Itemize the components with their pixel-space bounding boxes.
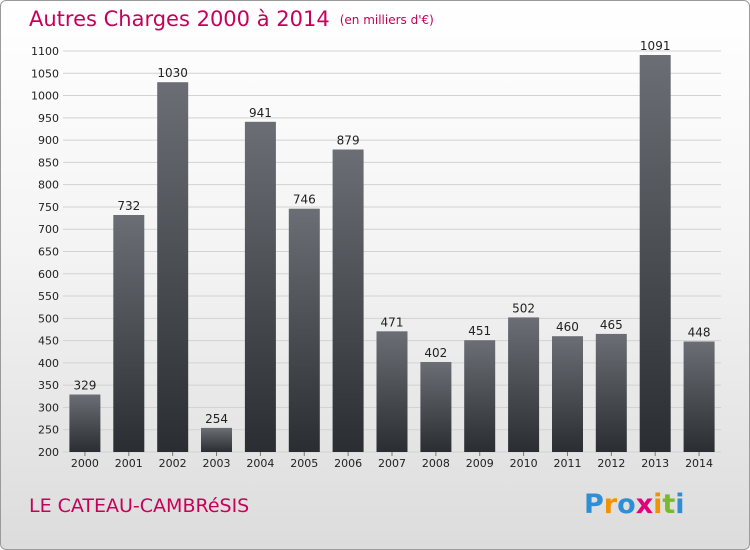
y-tick-label: 250	[38, 424, 59, 437]
x-tick-label: 2008	[422, 457, 450, 470]
x-tick-label: 2004	[246, 457, 274, 470]
bar-2006	[332, 149, 364, 452]
bar-2001	[113, 215, 145, 452]
x-tick-label: 2010	[510, 457, 538, 470]
bar-2005	[288, 208, 320, 452]
title-text: Autres Charges 2000 à 2014	[29, 7, 330, 31]
y-tick-label: 450	[38, 335, 59, 348]
y-tick-label: 850	[38, 156, 59, 169]
y-tick-label: 750	[38, 201, 59, 214]
logo-letter: i	[653, 489, 663, 520]
bar-2007	[376, 331, 408, 452]
chart-subtitle: (en milliers d'€)	[339, 13, 434, 27]
data-label: 502	[512, 301, 535, 315]
x-tick-label: 2005	[290, 457, 318, 470]
y-tick-label: 500	[38, 312, 59, 325]
data-label: 941	[249, 106, 272, 120]
y-tick-label: 1100	[31, 45, 59, 58]
logo-letter: r	[603, 489, 618, 520]
x-tick-label: 2003	[203, 457, 231, 470]
location-label: LE CATEAU-CAMBRéSIS	[29, 495, 250, 517]
y-tick-label: 200	[38, 446, 59, 459]
data-label: 1091	[640, 39, 671, 53]
y-tick-label: 1000	[31, 90, 59, 103]
data-label: 465	[600, 318, 623, 332]
bar-2011	[552, 336, 583, 452]
bar-2002	[157, 82, 189, 452]
y-tick-label: 600	[38, 268, 59, 281]
y-tick-label: 700	[38, 223, 59, 236]
data-labels: 329 732 1030 254 941 746 879 471 402 451 502 460 465…	[73, 39, 710, 426]
data-label: 254	[205, 412, 228, 426]
y-tick-label: 550	[38, 290, 59, 303]
data-label: 879	[337, 134, 360, 148]
data-label: 1030	[157, 66, 188, 80]
bar-2003	[201, 427, 232, 452]
logo-letter: o	[617, 489, 636, 520]
x-axis: 2000 2001 2002 2003 2004 2005 2006 2007 2008 2009…	[71, 452, 713, 470]
y-tick-label: 800	[38, 179, 59, 192]
x-tick-label: 2000	[71, 457, 99, 470]
logo-letter: t	[662, 489, 676, 520]
x-tick-label: 2014	[685, 457, 713, 470]
x-tick-label: 2006	[334, 457, 362, 470]
x-tick-label: 2009	[466, 457, 494, 470]
chart-title: Autres Charges 2000 à 2014 (en milliers d…	[29, 7, 434, 31]
bar-2014	[683, 341, 715, 452]
bar-2013	[639, 55, 671, 452]
y-tick-label: 900	[38, 134, 59, 147]
data-label: 460	[556, 320, 579, 334]
y-axis: 200 250 300 350 400 450 500 550 600 650 700 750 800 8…	[31, 45, 59, 459]
bar-2008	[420, 362, 452, 452]
y-tick-label: 400	[38, 357, 59, 370]
bar-2009	[464, 340, 496, 452]
data-label: 329	[73, 379, 96, 393]
y-tick-label: 350	[38, 379, 59, 392]
x-tick-label: 2001	[115, 457, 143, 470]
data-label: 448	[688, 326, 711, 340]
logo-letter: x	[635, 489, 654, 520]
y-tick-label: 650	[38, 246, 59, 259]
x-tick-label: 2011	[553, 457, 581, 470]
x-tick-label: 2012	[597, 457, 625, 470]
data-label: 746	[293, 193, 316, 207]
data-label: 451	[468, 324, 491, 338]
data-label: 402	[424, 346, 447, 360]
bar-2004	[244, 121, 276, 453]
bar-2000	[69, 394, 101, 452]
x-tick-label: 2007	[378, 457, 406, 470]
y-tick-label: 1050	[31, 67, 59, 80]
data-label: 732	[117, 199, 140, 213]
x-tick-label: 2002	[159, 457, 187, 470]
data-label: 471	[381, 315, 404, 329]
y-tick-label: 300	[38, 401, 59, 414]
x-tick-label: 2013	[641, 457, 669, 470]
logo-letter: P	[584, 489, 604, 520]
bar-2010	[508, 317, 540, 452]
logo-letter: i	[675, 489, 685, 520]
bars	[69, 55, 715, 453]
y-tick-label: 950	[38, 112, 59, 125]
proxiti-logo: Proxiti	[584, 489, 685, 520]
bar-2012	[595, 333, 627, 452]
